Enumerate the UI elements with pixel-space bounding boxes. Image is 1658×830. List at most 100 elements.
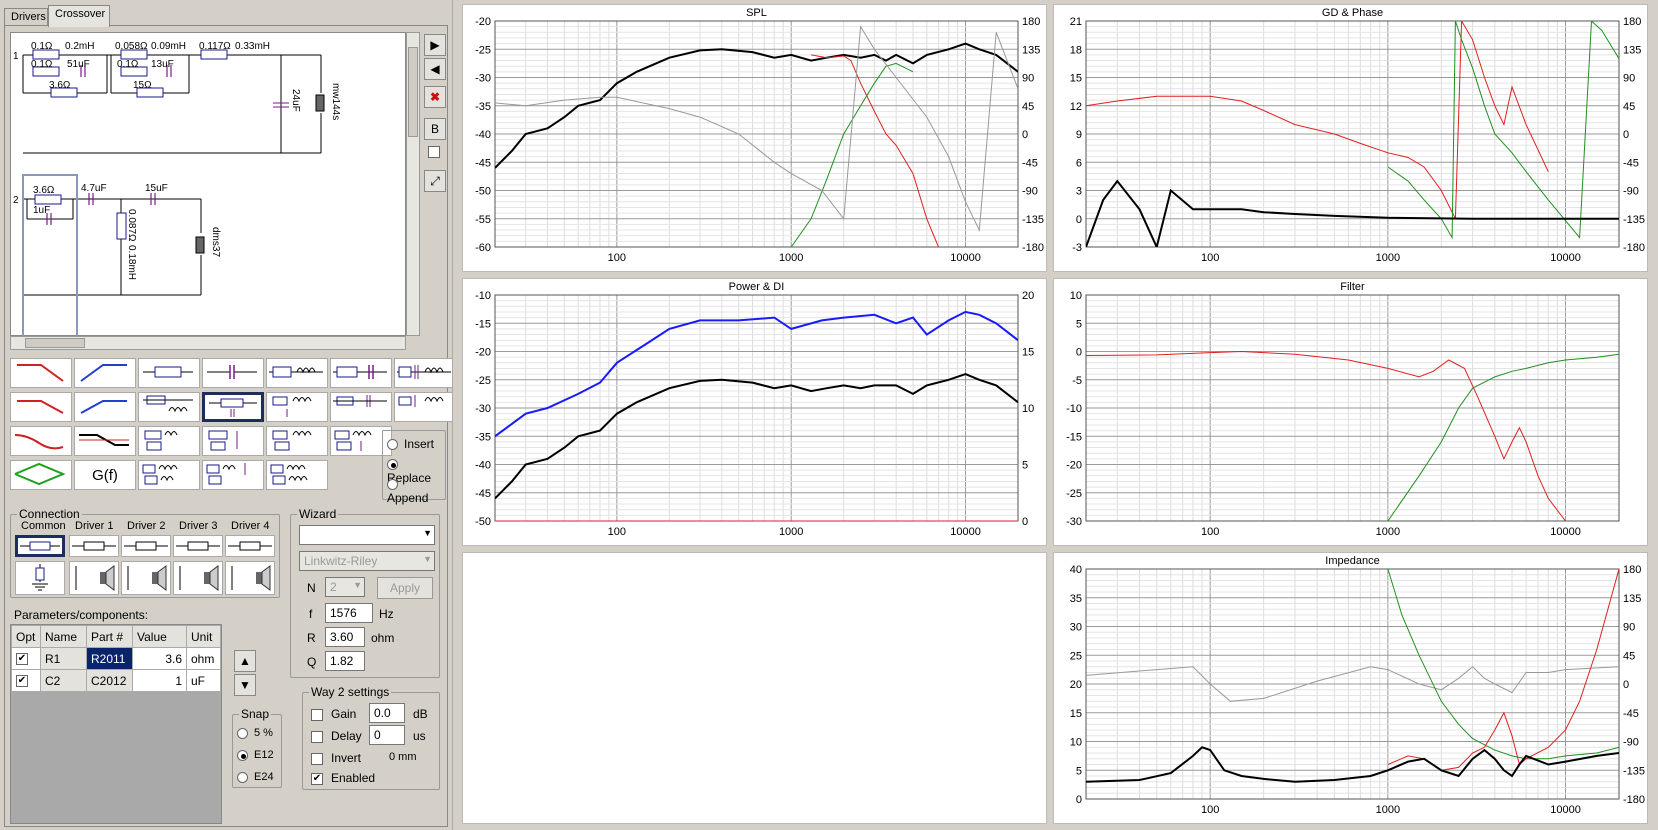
col-name[interactable]: Name (40, 625, 87, 648)
parallel-rcc-icon (333, 395, 387, 407)
network-c-button[interactable] (266, 426, 328, 456)
parallel-rlc-button[interactable] (394, 392, 456, 422)
impedance-chart[interactable]: Impedance 40 35 30 25 20 15 10 5 0 180 135 90 45 0 -45 -… (1053, 552, 1648, 824)
network-e-button[interactable] (138, 460, 200, 490)
panel-splitter[interactable] (452, 0, 462, 830)
insert-radio[interactable]: Insert (387, 437, 434, 451)
network-f-button[interactable] (202, 460, 264, 490)
parallel-rc-button[interactable] (202, 392, 264, 422)
resistor-capacitor-button[interactable] (330, 358, 392, 388)
wizard-f-input[interactable]: 1576 (325, 603, 373, 623)
wizard-n-select[interactable]: 2 ▼ (325, 577, 365, 597)
row-part[interactable]: R2011 (86, 647, 133, 670)
spl-chart[interactable]: SPL -20 -25 -30 -35 -40 -45 -50 -55 -60 180 135 90 45… (462, 4, 1047, 272)
network-g-button[interactable] (266, 460, 328, 490)
append-radio[interactable]: Append (387, 477, 445, 505)
network-b-button[interactable] (202, 426, 264, 456)
replace-radio[interactable]: Replace (387, 457, 445, 485)
gd-phase-chart[interactable]: GD & Phase 21 18 15 12 9 6 3 0 -3 180 135 90 45 0 -45 -9… (1053, 4, 1648, 272)
gf-button[interactable]: G(f) (74, 460, 136, 490)
enabled-checkbox[interactable]: ✔ Enabled (311, 771, 375, 785)
snap-e24-radio[interactable]: E24 (237, 771, 274, 783)
conn-driver2-resistor[interactable] (121, 535, 171, 557)
y-tick-label: -35 (475, 431, 491, 443)
parallel-rlc-icon (398, 395, 444, 407)
delete-button[interactable]: ✖ (424, 86, 446, 108)
b-button[interactable]: B (424, 118, 446, 140)
capacitor-button[interactable] (202, 358, 264, 388)
wizard-r-input[interactable]: 3.60 (325, 627, 365, 647)
y-tick-label: -40 (475, 460, 491, 472)
delay-checkbox[interactable]: Delay (311, 729, 362, 743)
wizard-q-input[interactable]: 1.82 (325, 651, 365, 671)
conn-driver1-resistor[interactable] (69, 535, 119, 557)
col-opt[interactable]: Opt (11, 625, 41, 648)
tab-crossover[interactable]: Crossover (48, 5, 110, 27)
move-down-button[interactable]: ▼ (234, 674, 256, 696)
move-up-button[interactable]: ▲ (234, 650, 256, 672)
snap-e12-radio[interactable]: E12 (237, 749, 274, 761)
parallel-rl-button[interactable] (138, 392, 200, 422)
highpass-icon (80, 364, 127, 382)
col-value[interactable]: Value (132, 625, 187, 648)
w2-label-4: 15uF (145, 183, 168, 194)
tab-drivers[interactable]: Drivers (4, 8, 48, 26)
resistor-inductor-button[interactable] (266, 358, 328, 388)
wizard-preset-select[interactable]: ▼ (299, 525, 435, 545)
conn-driver1-speaker[interactable] (69, 561, 119, 595)
w1-label-4: 51uF (67, 59, 90, 70)
lowpass-button[interactable] (10, 358, 72, 388)
conn-driver4-resistor[interactable] (225, 535, 275, 557)
schematic-hscroll[interactable] (10, 336, 406, 350)
fit-button[interactable]: ⤢ (424, 170, 446, 192)
conn-ground[interactable] (15, 561, 65, 595)
vscroll-thumb[interactable] (408, 47, 418, 137)
enabled-label: Enabled (331, 771, 376, 785)
conn-driver3-resistor[interactable] (173, 535, 223, 557)
col-part[interactable]: Part # (86, 625, 133, 648)
gain-input[interactable]: 0.0 (369, 703, 405, 723)
opt-checkbox[interactable]: ✔ (16, 653, 28, 666)
wizard-type-select[interactable]: Linkwitz-Riley ▼ (299, 551, 435, 571)
notch-lowpass-button[interactable] (10, 392, 72, 422)
rlc-series-button[interactable] (394, 358, 456, 388)
snap-title: Snap (239, 707, 272, 721)
resistor-button[interactable] (138, 358, 200, 388)
conn-driver3-speaker[interactable] (173, 561, 223, 595)
side-checkbox[interactable] (428, 146, 440, 158)
table-row[interactable]: ✔ C2 C2012 1 uF (11, 669, 221, 692)
network-d-button[interactable] (330, 426, 392, 456)
snap-5pct-radio[interactable]: 5 % (237, 727, 273, 739)
allpass-button[interactable] (10, 426, 72, 456)
gain-checkbox[interactable]: Gain (311, 707, 356, 721)
wizard-title: Wizard (297, 507, 339, 521)
notch-highpass-button[interactable] (74, 392, 136, 422)
parallel-lc-button[interactable] (266, 392, 328, 422)
shelf-button[interactable] (74, 426, 136, 456)
hscroll-thumb[interactable] (25, 338, 85, 348)
conn-common-resistor[interactable] (15, 535, 65, 557)
move-right-button[interactable]: ▶ (424, 34, 446, 56)
bandpass-button[interactable] (10, 460, 72, 490)
parallel-rcc-button[interactable] (330, 392, 392, 422)
row-part[interactable]: C2012 (86, 669, 133, 692)
conn-driver2-speaker[interactable] (121, 561, 171, 595)
network-a-button[interactable] (138, 426, 200, 456)
table-row[interactable]: ✔ R1 R2011 3.6 ohm (11, 647, 221, 670)
wizard-apply-button[interactable]: Apply (377, 577, 433, 599)
row-value[interactable]: 3.6 (132, 647, 187, 670)
schematic-vscroll[interactable] (406, 32, 420, 336)
y2-tick-label: -45 (1623, 708, 1639, 720)
col-unit[interactable]: Unit (186, 625, 221, 648)
chart-title: Impedance (1325, 555, 1379, 567)
filter-chart[interactable]: Filter 10 5 0 -5 -10 -15 -20 -25 -30 100 1000 10000 (1053, 278, 1648, 546)
schematic-canvas[interactable]: 1 0.1Ω 0.2mH 0.1Ω 51uF 3.6Ω 0.058Ω 0.09m… (10, 32, 406, 337)
delay-input[interactable]: 0 (369, 725, 405, 745)
power-di-chart[interactable]: Power & DI -10 -15 -20 -25 -30 -35 -40 -45 -50 20 1… (462, 278, 1047, 546)
opt-checkbox[interactable]: ✔ (16, 675, 28, 688)
conn-driver4-speaker[interactable] (225, 561, 275, 595)
highpass-button[interactable] (74, 358, 136, 388)
move-left-button[interactable]: ◀ (424, 58, 446, 80)
row-value[interactable]: 1 (132, 669, 187, 692)
invert-checkbox[interactable]: Invert (311, 751, 361, 765)
